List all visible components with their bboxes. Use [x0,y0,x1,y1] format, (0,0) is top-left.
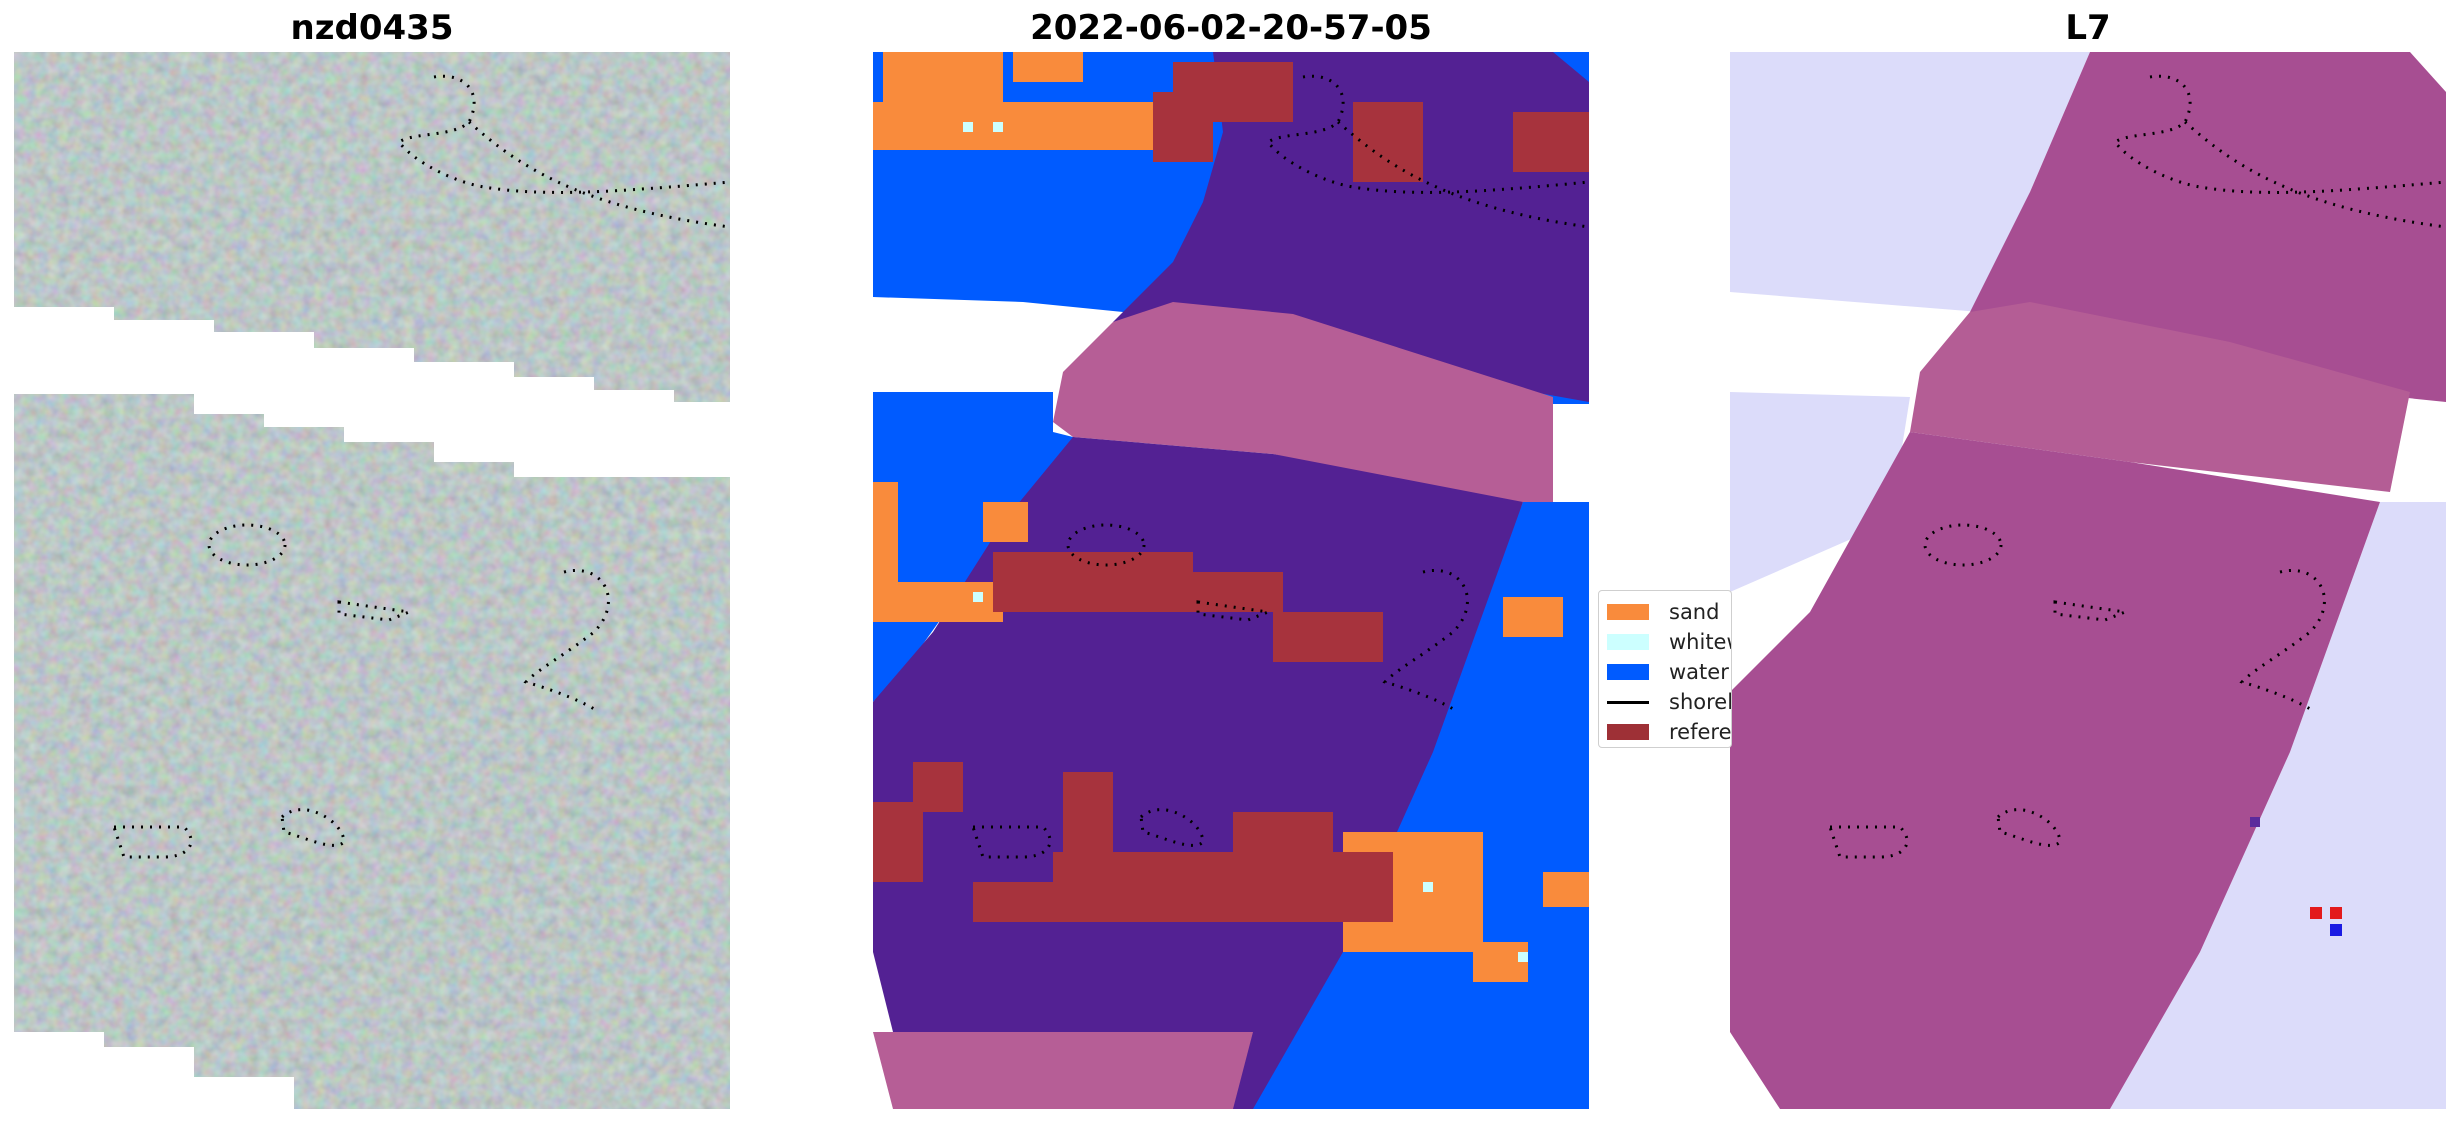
lavender-top [1730,52,2090,312]
legend-label-reference: referen [1669,720,1732,744]
legend-item-water: water [1599,657,1731,687]
legend-item-shoreline: shorel [1599,687,1731,717]
land-pink-band-top [1053,302,1553,502]
sand-patches [873,52,1589,982]
water-swatch [1607,664,1649,680]
legend-label-water: water [1669,660,1729,684]
probability-map-panel [1730,52,2446,1109]
satellite-image-panel [14,52,730,1109]
title-center: 2022-06-02-20-57-05 [1030,8,1432,48]
title-left: nzd0435 [290,8,454,48]
sand-swatch [1607,604,1649,620]
legend-item-sand: sand [1599,597,1731,627]
legend-label-sand: sand [1669,600,1720,624]
prob-magenta-lower [1730,432,2380,1109]
lavender-right [2110,502,2446,1109]
legend-item-reference: referen [1599,717,1731,747]
water-region-mid [873,392,1093,702]
prob-pink-band [1910,302,2410,492]
lavender-left [1730,392,1910,592]
classification-map-panel [873,52,1589,1109]
legend-label-shoreline: shorel [1669,690,1732,714]
whitewater-swatch [1607,634,1649,650]
title-right: L7 [2065,8,2111,48]
reference-swatch [1607,724,1649,740]
shoreline-line-swatch [1607,700,1649,704]
reference-patches [873,62,1589,922]
land-pink-band-bottom [873,1032,1253,1109]
